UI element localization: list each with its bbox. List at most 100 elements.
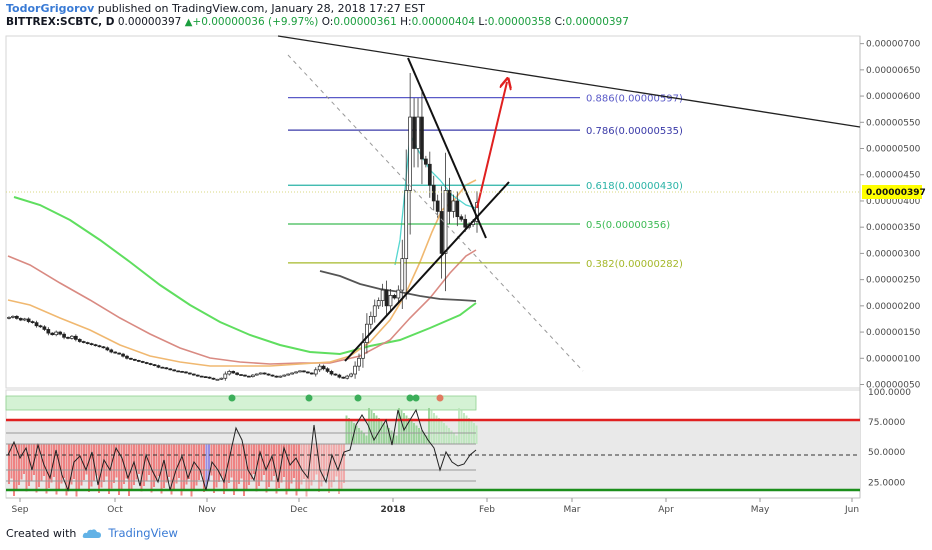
tradingview-link[interactable]: TradingView: [108, 526, 178, 540]
time-tick-label: Apr: [658, 505, 674, 515]
low-value: 0.00000358: [487, 16, 552, 28]
candle-body: [412, 116, 416, 149]
candle-body: [15, 315, 19, 319]
osc-hist-bar: [138, 444, 140, 474]
price-tick-label: 0.00000700: [866, 40, 921, 50]
osc-hist-bar: [440, 420, 443, 444]
candle-body: [282, 374, 287, 377]
candle-body: [439, 211, 444, 254]
osc-hist-bar: [348, 418, 350, 444]
osc-hist-bar: [453, 433, 455, 444]
osc-hist-bar: [393, 433, 395, 444]
open-label: O:: [321, 16, 334, 28]
osc-hist-bar: [310, 444, 313, 486]
osc-hist-bar: [345, 415, 348, 444]
osc-hist-bar: [405, 415, 408, 444]
osc-hist-bar: [140, 444, 143, 492]
triangle-upper-line[interactable]: [407, 57, 487, 239]
author-name[interactable]: TodorGrigorov: [6, 2, 95, 15]
candlesticks: [7, 72, 479, 381]
candle-body: [290, 372, 295, 375]
osc-hist-bar: [338, 444, 340, 494]
candle-body: [132, 358, 137, 361]
osc-hist-bar: [23, 444, 25, 474]
candle-body: [58, 331, 62, 335]
candle-body: [219, 377, 224, 380]
candle-body: [250, 374, 255, 377]
candle-body: [101, 346, 106, 349]
osc-dot-5: [412, 394, 420, 402]
candle-body: [274, 375, 279, 378]
candle-body: [329, 371, 334, 375]
candle-body: [215, 378, 220, 381]
candle-body: [144, 362, 149, 364]
candle-body: [400, 258, 405, 291]
candle-body: [337, 374, 342, 378]
candle-body: [392, 295, 397, 299]
candle-body: [85, 342, 90, 344]
osc-hist-bar: [368, 408, 370, 444]
oscillator-pane: 100.0000 75.0000 50.0000 25.0000: [5, 388, 911, 497]
osc-dot-6: [436, 394, 444, 402]
candle-body: [254, 373, 259, 376]
osc-hist-bar: [68, 444, 70, 490]
osc-hist-bar: [63, 444, 65, 478]
osc-hist-bar: [178, 444, 180, 478]
main-pane-frame: [5, 35, 861, 389]
candle-body: [148, 363, 153, 365]
osc-hist-bar: [315, 444, 318, 475]
osc-hist-bar: [260, 444, 263, 481]
osc-hist-bar: [380, 420, 383, 444]
candle-body: [372, 305, 377, 317]
osc-hist-bar: [355, 425, 358, 444]
osc-hist-bar: [225, 444, 228, 489]
osc-hist-bar: [428, 408, 430, 444]
osc-hist-bar: [350, 420, 353, 444]
osc-hist-bar: [15, 444, 18, 491]
osc-hist-bar: [103, 444, 105, 482]
osc-hist-bar: [450, 430, 453, 444]
osc-hist-bar: [18, 444, 20, 485]
candle-body: [109, 349, 114, 353]
candle-body: [184, 371, 188, 374]
osc-tick-label: 75.0000: [868, 418, 905, 428]
osc-hist-bar: [253, 444, 255, 474]
candle-body: [286, 373, 291, 376]
candle-body: [243, 374, 247, 377]
osc-hist-bar: [360, 430, 363, 444]
fibonacci-retracement[interactable]: 0.886(0.00000597) 0.786(0.00000535) 0.618(…: [288, 94, 683, 270]
low-label: L:: [478, 16, 488, 28]
osc-hist-bar: [415, 425, 418, 444]
osc-hist-bar: [448, 428, 450, 444]
candle-body: [89, 343, 94, 346]
candle-body: [388, 295, 393, 307]
osc-hist-bar: [460, 410, 463, 444]
close-label: C:: [554, 16, 566, 28]
candle-body: [74, 335, 78, 340]
osc-hist-bar: [35, 444, 38, 493]
trend-drawings[interactable]: [277, 35, 861, 372]
high-value: 0.00000404: [411, 16, 476, 28]
osc-hist-bar: [250, 444, 253, 480]
osc-hist-bar: [78, 444, 80, 491]
osc-hist-bar: [370, 410, 373, 444]
osc-hist-bar: [43, 444, 45, 476]
osc-dot-1: [228, 394, 236, 402]
osc-hist-bar: [115, 444, 118, 478]
osc-hist-bar: [105, 444, 108, 477]
osc-signal-line: [7, 408, 477, 492]
long-resistance-trendline[interactable]: [277, 35, 861, 128]
osc-hist-bar: [120, 444, 123, 490]
triangle-lower-line[interactable]: [344, 181, 510, 362]
publish-info: published on TradingView.com, January 28…: [94, 2, 425, 15]
osc-hist-bar: [100, 444, 103, 488]
osc-hist-bar: [208, 444, 210, 481]
osc-hist-bar: [418, 428, 420, 444]
time-axis[interactable]: Sep Oct Nov Dec 2018 Feb Mar Apr May Jun: [12, 498, 860, 515]
candle-body: [431, 184, 436, 202]
dashed-diagonal-line[interactable]: [287, 54, 584, 372]
candle-body: [427, 163, 432, 186]
price-axis[interactable]: 0.00000700 0.00000650 0.00000600 0.00000550…: [860, 40, 921, 391]
projection-arrow[interactable]: [476, 82, 507, 209]
